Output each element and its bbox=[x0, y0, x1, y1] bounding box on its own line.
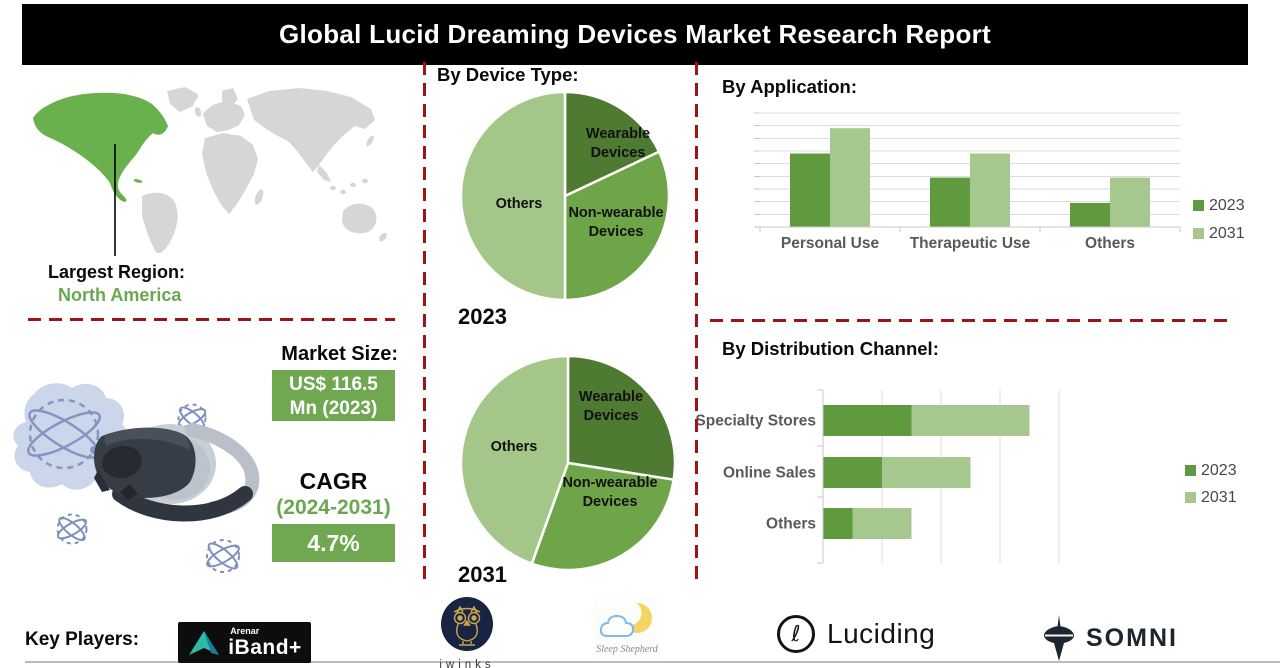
page-title: Global Lucid Dreaming Devices Market Res… bbox=[278, 19, 992, 49]
market-size-heading: Market Size: bbox=[281, 343, 398, 365]
iwinks-name-label: iwinks bbox=[439, 659, 495, 668]
logo-iwinks: iwinks bbox=[427, 597, 507, 668]
iband-name-label: iBand+ bbox=[228, 636, 302, 659]
cagr-value-box: 4.7% bbox=[272, 524, 395, 562]
device-type-heading: By Device Type: bbox=[437, 64, 579, 85]
svg-text:Devices: Devices bbox=[583, 494, 638, 510]
map-africa bbox=[202, 133, 258, 214]
title-bar: Global Lucid Dreaming Devices Market Res… bbox=[22, 4, 1248, 65]
map-japan bbox=[366, 135, 374, 147]
logo-iband: Arenar iBand+ bbox=[178, 622, 311, 663]
sleep-shepherd-moon-icon bbox=[599, 600, 652, 637]
svg-text:Wearable: Wearable bbox=[586, 126, 650, 142]
svg-text:Specialty Stores: Specialty Stores bbox=[695, 413, 816, 430]
svg-text:2031: 2031 bbox=[1201, 489, 1237, 506]
map-greenland bbox=[167, 87, 198, 112]
map-nz bbox=[379, 232, 387, 242]
luciding-circle-icon: ℓ bbox=[777, 615, 815, 653]
map-north-america bbox=[33, 92, 168, 202]
largest-region-heading: Largest Region: bbox=[48, 262, 186, 282]
svg-text:Non-wearable: Non-wearable bbox=[568, 205, 663, 221]
map-cuba bbox=[133, 179, 143, 183]
somni-spinning-top-icon bbox=[1044, 615, 1074, 661]
svg-text:Online Sales: Online Sales bbox=[723, 465, 816, 482]
divider-vertical-right bbox=[695, 62, 698, 586]
logo-luciding: ℓ Luciding bbox=[777, 615, 935, 653]
luciding-name-label: Luciding bbox=[827, 618, 936, 649]
map-australia bbox=[342, 203, 377, 234]
svg-text:2031: 2031 bbox=[1209, 225, 1245, 242]
iwinks-owl-icon bbox=[441, 597, 493, 651]
key-players-heading: Key Players: bbox=[25, 629, 140, 650]
map-asia bbox=[247, 88, 375, 172]
map-south-america bbox=[142, 192, 178, 254]
map-scandinavia bbox=[222, 88, 238, 109]
iband-sub-label: Arenar bbox=[230, 626, 260, 636]
svg-text:2023: 2023 bbox=[1201, 462, 1237, 479]
svg-text:Others: Others bbox=[496, 196, 543, 212]
application-bar-chart: Personal Use Therapeutic Use Others 2023 203… bbox=[754, 112, 1245, 252]
map-iceland bbox=[188, 94, 198, 100]
svg-text:2023: 2023 bbox=[1209, 197, 1245, 214]
pie-2023-label: 2023 bbox=[458, 304, 507, 329]
divider-left-horizontal bbox=[28, 318, 395, 321]
sleep-shepherd-name-label: Sleep Shepherd bbox=[596, 644, 658, 655]
svg-text:Others: Others bbox=[766, 516, 816, 533]
distribution-bar-chart: Specialty Stores Online Sales Others 2023 20… bbox=[695, 389, 1237, 564]
svg-text:Non-wearable: Non-wearable bbox=[562, 475, 657, 491]
svg-text:Wearable: Wearable bbox=[579, 389, 643, 405]
svg-text:Others: Others bbox=[491, 439, 538, 455]
svg-text:Devices: Devices bbox=[589, 224, 644, 240]
market-size-line1: US$ 116.5 bbox=[289, 374, 378, 395]
logo-somni: SOMNI bbox=[1042, 614, 1178, 662]
svg-text:Devices: Devices bbox=[584, 408, 639, 424]
map-uk bbox=[194, 107, 202, 117]
distribution-heading: By Distribution Channel: bbox=[722, 338, 939, 359]
pie-2031-label: 2031 bbox=[458, 562, 507, 587]
largest-region-value: North America bbox=[58, 285, 182, 305]
map-madagascar bbox=[254, 189, 264, 205]
vr-headset bbox=[94, 423, 260, 522]
application-heading: By Application: bbox=[722, 76, 857, 97]
atom-icon-small-3 bbox=[206, 539, 240, 573]
logo-sleep-shepherd: Sleep Shepherd bbox=[593, 597, 661, 661]
svg-text:Therapeutic Use: Therapeutic Use bbox=[910, 235, 1031, 252]
market-size-line2: Mn (2023) bbox=[289, 398, 378, 419]
device-type-pies-chart: Wearable Devices Non-wearable Devices Others… bbox=[459, 90, 677, 572]
map-se-asia bbox=[317, 165, 331, 182]
cagr-heading: CAGR bbox=[299, 468, 368, 494]
market-size-value-box: US$ 116.5 Mn (2023) bbox=[272, 370, 395, 421]
divider-vertical-left bbox=[423, 62, 426, 586]
svg-text:Devices: Devices bbox=[591, 145, 646, 161]
atom-icon-small-2 bbox=[56, 513, 88, 545]
cagr-period: (2024-2031) bbox=[276, 496, 391, 519]
iband-triangle-icon bbox=[189, 630, 220, 655]
divider-right-horizontal bbox=[710, 319, 1233, 322]
svg-text:Personal Use: Personal Use bbox=[781, 235, 880, 252]
somni-name-label: SOMNI bbox=[1086, 623, 1178, 652]
bottom-border-line bbox=[25, 661, 1280, 663]
map-europe bbox=[203, 101, 245, 132]
world-map bbox=[33, 87, 387, 256]
vr-headset-illustration bbox=[13, 383, 260, 573]
svg-text:Others: Others bbox=[1085, 235, 1135, 252]
